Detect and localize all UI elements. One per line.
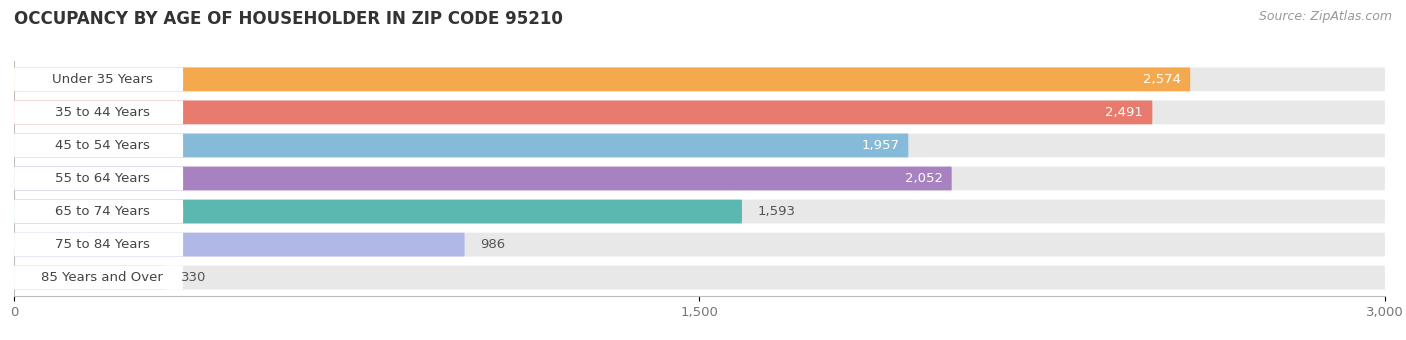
FancyBboxPatch shape: [14, 134, 183, 157]
Text: 75 to 84 Years: 75 to 84 Years: [55, 238, 149, 251]
FancyBboxPatch shape: [14, 167, 1385, 190]
FancyBboxPatch shape: [14, 134, 1385, 157]
FancyBboxPatch shape: [14, 233, 1385, 256]
FancyBboxPatch shape: [14, 101, 1153, 124]
Text: 55 to 64 Years: 55 to 64 Years: [55, 172, 149, 185]
FancyBboxPatch shape: [14, 167, 183, 190]
Text: Under 35 Years: Under 35 Years: [52, 73, 152, 86]
Text: 2,491: 2,491: [1105, 106, 1143, 119]
Text: 330: 330: [181, 271, 207, 284]
FancyBboxPatch shape: [14, 266, 165, 290]
Text: 1,957: 1,957: [860, 139, 900, 152]
FancyBboxPatch shape: [14, 101, 183, 124]
Text: OCCUPANCY BY AGE OF HOUSEHOLDER IN ZIP CODE 95210: OCCUPANCY BY AGE OF HOUSEHOLDER IN ZIP C…: [14, 10, 562, 28]
FancyBboxPatch shape: [14, 233, 464, 256]
Text: 986: 986: [481, 238, 506, 251]
FancyBboxPatch shape: [14, 200, 183, 223]
FancyBboxPatch shape: [14, 67, 1191, 91]
Text: Source: ZipAtlas.com: Source: ZipAtlas.com: [1258, 10, 1392, 23]
Text: 1,593: 1,593: [758, 205, 796, 218]
FancyBboxPatch shape: [14, 67, 1385, 91]
FancyBboxPatch shape: [14, 67, 183, 91]
Text: 45 to 54 Years: 45 to 54 Years: [55, 139, 149, 152]
FancyBboxPatch shape: [14, 101, 1385, 124]
FancyBboxPatch shape: [14, 200, 1385, 223]
FancyBboxPatch shape: [14, 167, 952, 190]
Text: 2,574: 2,574: [1143, 73, 1181, 86]
FancyBboxPatch shape: [14, 266, 1385, 290]
FancyBboxPatch shape: [14, 200, 742, 223]
FancyBboxPatch shape: [14, 134, 908, 157]
Text: 65 to 74 Years: 65 to 74 Years: [55, 205, 149, 218]
FancyBboxPatch shape: [14, 233, 183, 256]
Text: 85 Years and Over: 85 Years and Over: [41, 271, 163, 284]
Text: 2,052: 2,052: [904, 172, 942, 185]
Text: 35 to 44 Years: 35 to 44 Years: [55, 106, 149, 119]
FancyBboxPatch shape: [14, 266, 183, 290]
